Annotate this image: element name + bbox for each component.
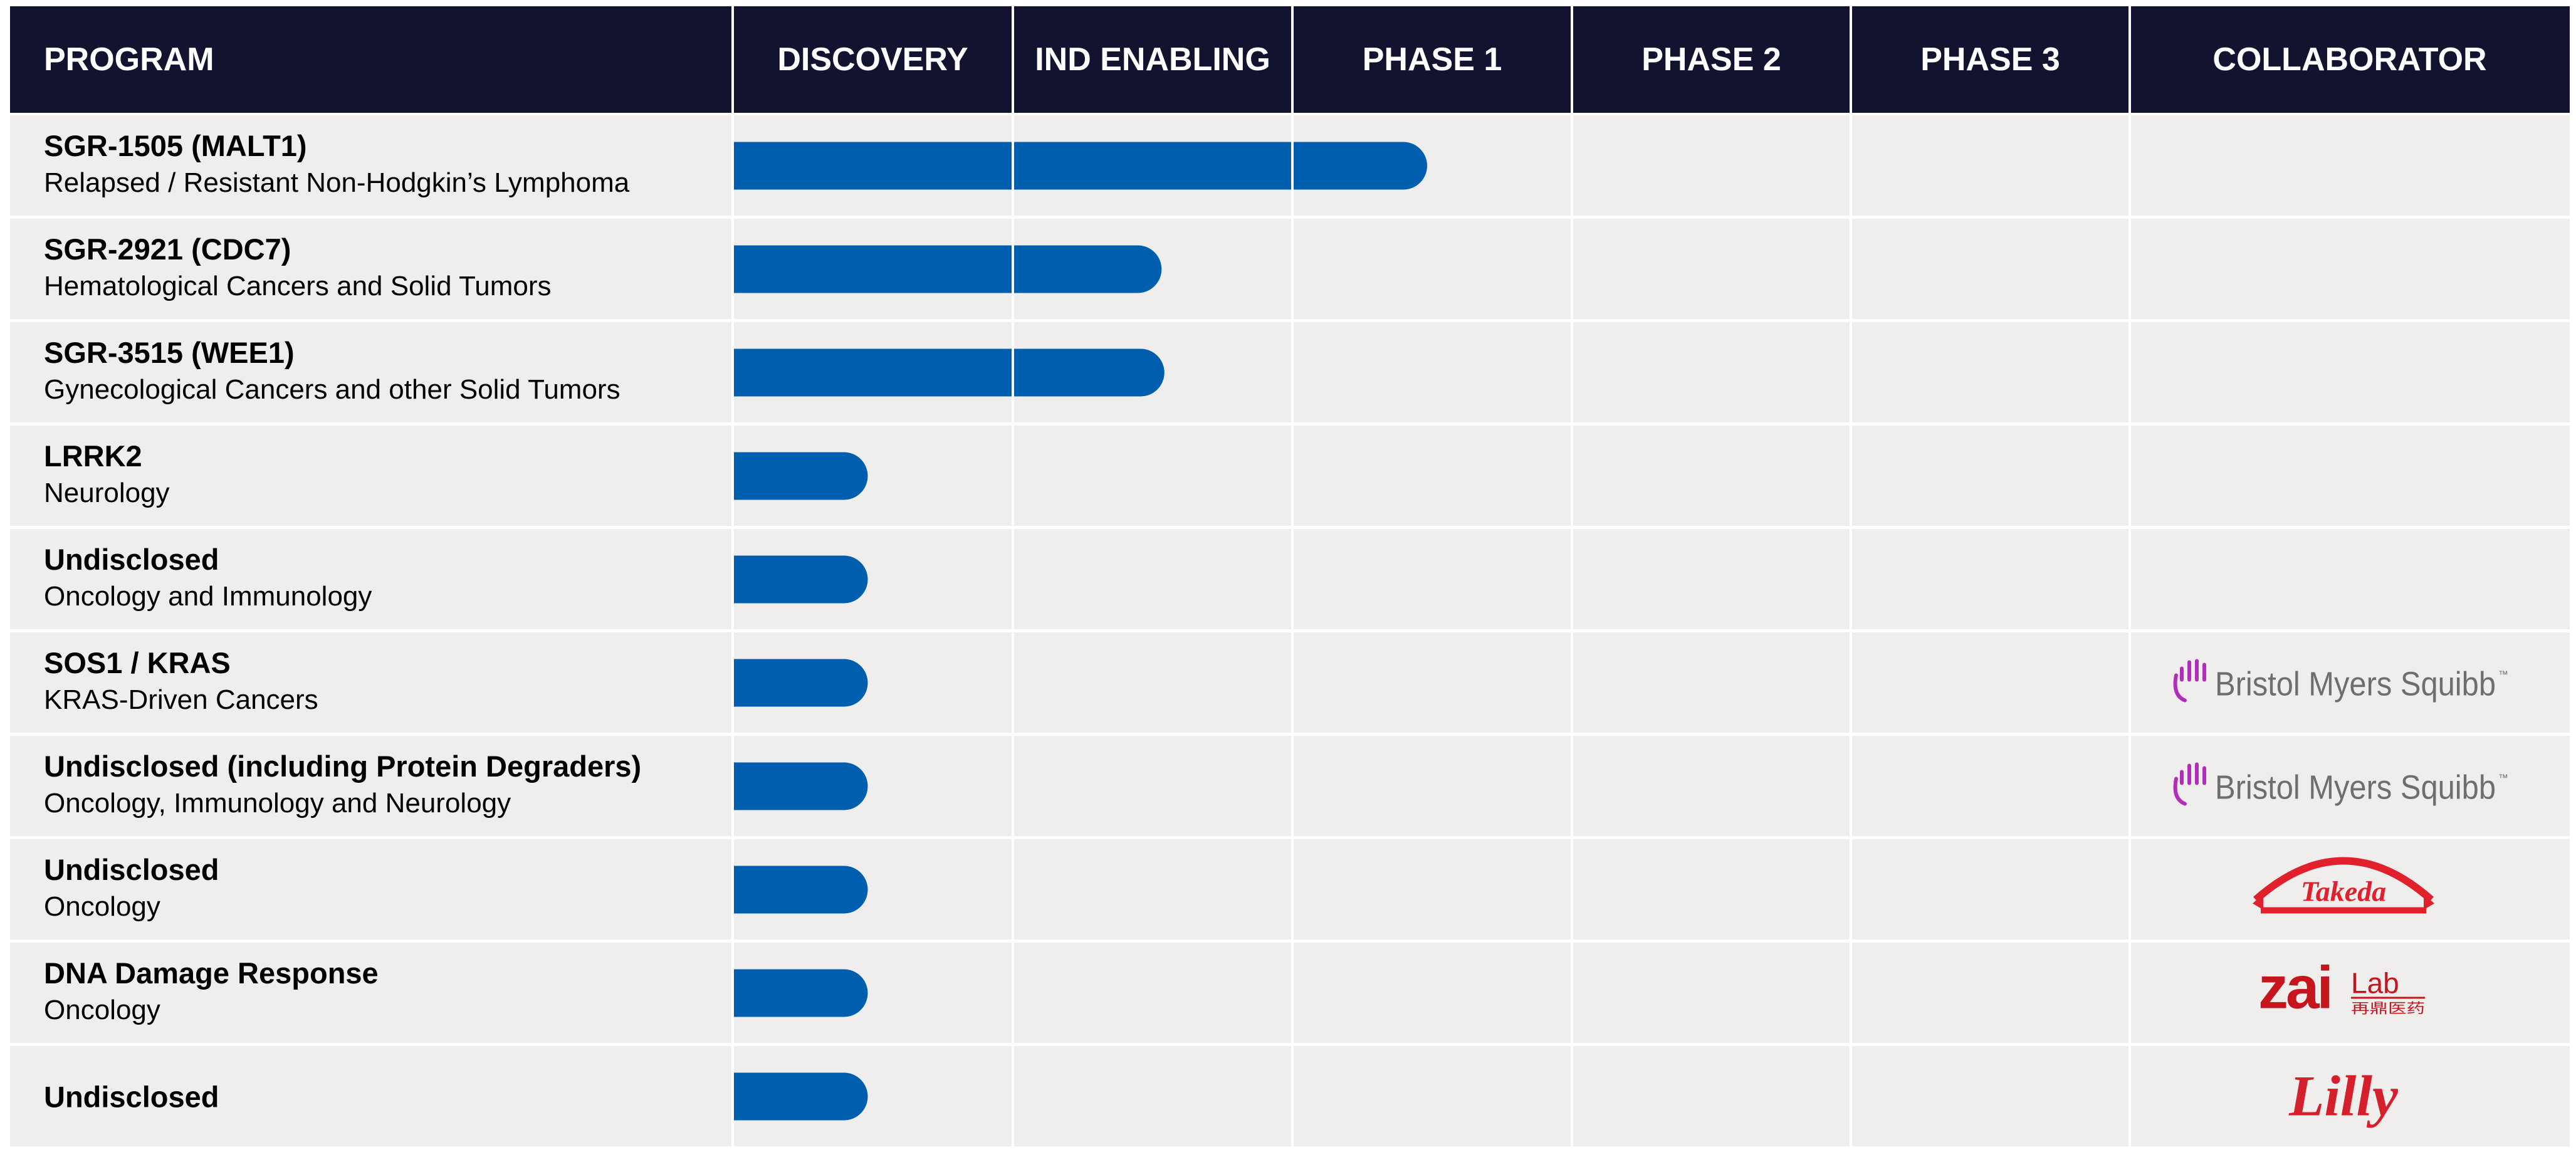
- progress-bar: [734, 452, 868, 500]
- program-name: Undisclosed (including Protein Degraders…: [44, 750, 641, 783]
- table-row: [10, 839, 2570, 939]
- header-collaborator-label: COLLABORATOR: [2212, 41, 2486, 78]
- program-name: Undisclosed: [44, 1081, 219, 1114]
- progress-bar: [734, 866, 868, 914]
- program-name: Undisclosed: [44, 853, 219, 886]
- table-row: [10, 529, 2570, 629]
- progress-bar: [734, 142, 1427, 190]
- progress-bar: [734, 969, 868, 1017]
- bar-stage-divider: [1291, 139, 1294, 192]
- bms-logo: Bristol Myers Squibb ™: [2173, 762, 2508, 807]
- program-name: SOS1 / KRAS: [44, 646, 231, 679]
- program-indication: Oncology: [44, 995, 160, 1025]
- header-discovery-label: DISCOVERY: [777, 41, 968, 78]
- header-ind-enabling-label: IND ENABLING: [1035, 41, 1270, 78]
- program-indication: Oncology and Immunology: [44, 581, 372, 612]
- bms-hand-icon: [2173, 659, 2206, 703]
- lilly-logo-text: Lilly: [2288, 1064, 2399, 1128]
- program-name: SGR-2921 (CDC7): [44, 233, 291, 266]
- column-divider: [2128, 6, 2131, 1149]
- header-phase-1-label: PHASE 1: [1363, 41, 1502, 78]
- progress-bar: [734, 245, 1162, 293]
- bar-stage-divider: [1012, 243, 1014, 296]
- bms-trademark: ™: [2498, 670, 2508, 681]
- table-row: [10, 426, 2570, 526]
- bar-stage-divider: [1012, 139, 1014, 192]
- program-indication: Oncology, Immunology and Neurology: [44, 788, 511, 819]
- program-indication: Relapsed / Resistant Non-Hodgkin’s Lymph…: [44, 167, 630, 198]
- table-row: [10, 322, 2570, 422]
- takeda-arc: [2253, 857, 2434, 903]
- program-name: Undisclosed: [44, 543, 219, 576]
- program-indication: Hematological Cancers and Solid Tumors: [44, 271, 552, 301]
- progress-bar: [734, 555, 868, 604]
- progress-bar: [734, 659, 868, 707]
- table-row: [10, 943, 2570, 1043]
- takeda-logo: Takeda: [2253, 857, 2434, 914]
- bms-logo-text: Bristol Myers Squibb: [2215, 666, 2496, 703]
- bar-stage-divider: [1012, 346, 1014, 399]
- lilly-logo: Lilly: [2288, 1064, 2399, 1128]
- table-row: [10, 736, 2570, 836]
- column-divider: [1291, 6, 1294, 1149]
- zai-logo-cn-text: 再鼎医药: [2351, 1002, 2425, 1017]
- zai-logo-lab-text: Lab: [2351, 967, 2399, 1000]
- table-row: [10, 632, 2570, 733]
- program-name: SGR-3515 (WEE1): [44, 336, 295, 369]
- program-name: DNA Damage Response: [44, 956, 379, 990]
- bms-hand-icon: [2173, 762, 2206, 806]
- header-program-label: PROGRAM: [44, 41, 214, 78]
- table-row: [10, 219, 2570, 319]
- program-name: SGR-1505 (MALT1): [44, 129, 307, 162]
- program-indication: Gynecological Cancers and other Solid Tu…: [44, 374, 620, 405]
- bms-trademark: ™: [2498, 773, 2508, 784]
- program-indication: Oncology: [44, 891, 160, 922]
- bms-logo-text: Bristol Myers Squibb: [2215, 769, 2496, 807]
- zai-lab-logo: zai Lab 再鼎医药: [2258, 955, 2425, 1022]
- program-indication: KRAS-Driven Cancers: [44, 684, 318, 715]
- header-phase-3-label: PHASE 3: [1920, 41, 2060, 78]
- program-name: LRRK2: [44, 439, 142, 473]
- takeda-logo-text: Takeda: [2301, 876, 2386, 908]
- header-phase-2-label: PHASE 2: [1641, 41, 1781, 78]
- bms-logo: Bristol Myers Squibb ™: [2173, 659, 2508, 703]
- header-bar: [10, 6, 2570, 113]
- zai-logo-main-text: zai: [2258, 955, 2331, 1022]
- progress-bar: [734, 762, 868, 810]
- column-divider: [1012, 6, 1014, 1149]
- progress-bar: [734, 348, 1165, 397]
- progress-bar: [734, 1072, 868, 1121]
- column-divider: [731, 6, 734, 1149]
- table-row: [10, 1046, 2570, 1146]
- column-divider: [1850, 6, 1852, 1149]
- column-divider: [1571, 6, 1573, 1149]
- program-indication: Neurology: [44, 478, 170, 508]
